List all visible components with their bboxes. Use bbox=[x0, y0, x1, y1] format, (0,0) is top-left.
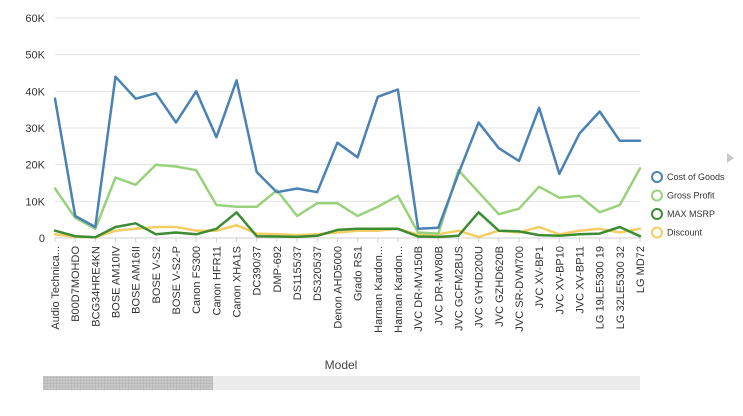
y-tick-label: 30K bbox=[25, 123, 45, 135]
x-tick-label: Harman Kardon... bbox=[373, 246, 385, 333]
x-tick-label: Canon XHA1S bbox=[232, 246, 244, 318]
x-axis-title: Model bbox=[325, 358, 358, 372]
legend-marker bbox=[651, 208, 663, 220]
x-tick-label: BOSE AM16II bbox=[131, 246, 143, 314]
x-tick-label: Canon FS300 bbox=[191, 246, 203, 314]
legend-entry[interactable]: Gross Profit bbox=[667, 191, 715, 201]
x-tick-label: DS1155/37 bbox=[292, 246, 304, 300]
y-tick-label: 40K bbox=[25, 86, 45, 98]
scrollbar-thumb[interactable] bbox=[43, 376, 213, 390]
x-tick-label: DC390/37 bbox=[252, 246, 264, 296]
x-tick-label: BOSE V-S2 bbox=[151, 246, 163, 303]
x-tick-label: BOSE V-S2-P bbox=[171, 246, 183, 314]
y-tick-label: 50K bbox=[25, 50, 45, 62]
y-axis-ticks: 0 10K 20K 30K 40K 50K 60K bbox=[25, 13, 45, 245]
series-line[interactable] bbox=[53, 223, 642, 239]
series-line[interactable] bbox=[53, 163, 642, 235]
legend-entry[interactable]: Cost of Goods bbox=[667, 172, 725, 182]
x-tick-label: DMP-692 bbox=[272, 246, 284, 292]
x-tick-label: JVC GYHD200U bbox=[474, 246, 486, 328]
x-tick-label: LG 32LE5300 32 bbox=[615, 246, 627, 329]
x-axis-ticks: Audio Technica... B00D7MOHDO BCG34HRE4KN BO… bbox=[50, 238, 647, 333]
x-tick-label: DS3205/37 bbox=[312, 246, 324, 301]
horizontal-scrollbar[interactable] bbox=[43, 376, 640, 390]
y-tick-label: 20K bbox=[25, 160, 45, 172]
y-tick-label: 0 bbox=[39, 233, 45, 245]
x-tick-label: Audio Technica... bbox=[50, 246, 62, 330]
legend-marker bbox=[651, 171, 663, 183]
x-tick-label: Canon HFR11 bbox=[211, 246, 223, 316]
series-line[interactable] bbox=[53, 211, 642, 239]
y-tick-label: 10K bbox=[25, 196, 45, 208]
gridlines bbox=[55, 17, 640, 239]
x-tick-label: Harman Kardon... bbox=[393, 246, 405, 333]
x-tick-label: BOSE AM10IV bbox=[111, 245, 123, 318]
x-tick-label: LG 19LE5300 19 bbox=[595, 246, 607, 329]
legend-marker bbox=[651, 226, 663, 239]
series-line[interactable] bbox=[53, 75, 642, 231]
legend-entry[interactable]: MAX MSRP bbox=[667, 209, 715, 219]
legend-expand-arrow-icon[interactable] bbox=[727, 153, 734, 163]
x-tick-label: JVC XV-BP1 bbox=[534, 246, 546, 308]
x-tick-label: B00D7MOHDO bbox=[70, 246, 82, 322]
series-lines bbox=[53, 75, 642, 239]
y-tick-label: 60K bbox=[25, 13, 45, 25]
x-tick-label: Denon AHD5000 bbox=[332, 246, 344, 329]
legend-entry[interactable]: Discount bbox=[667, 228, 703, 238]
legend-marker bbox=[651, 189, 663, 202]
x-tick-label: JVC DR-MV80B bbox=[433, 246, 445, 325]
x-tick-label: JVC SR-DVM700 bbox=[514, 246, 526, 332]
x-tick-label: JVC GCFM2BUS bbox=[453, 246, 465, 331]
x-tick-label: Grado RS1 bbox=[353, 246, 365, 301]
x-tick-label: JVC XV-BP10 bbox=[554, 246, 566, 314]
legend: Cost of Goods Gross Profit MAX MSRP Discoun… bbox=[651, 171, 725, 239]
x-tick-label: LG MD72 bbox=[635, 246, 647, 293]
x-tick-label: BCG34HRE4KN bbox=[90, 246, 102, 327]
x-tick-label: JVC XV-BP11 bbox=[574, 246, 586, 314]
x-tick-label: JVC GZHD620B bbox=[494, 246, 506, 327]
x-tick-label: JVC DR-MV150B bbox=[413, 246, 425, 332]
